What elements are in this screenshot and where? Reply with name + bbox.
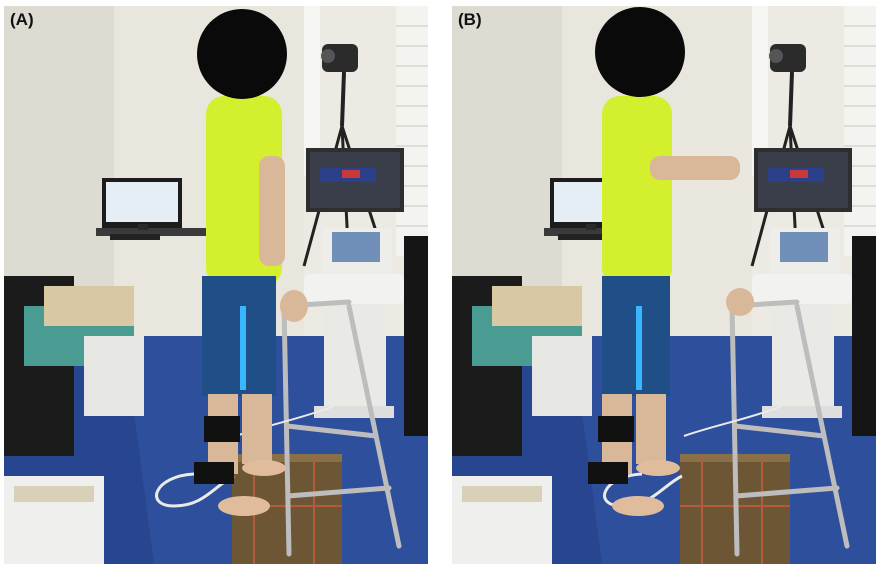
panel-a: (A) bbox=[4, 6, 428, 564]
panel-label-a: (A) bbox=[10, 10, 34, 29]
scene-b bbox=[452, 6, 876, 564]
face-mask-a bbox=[197, 9, 287, 99]
scene-a bbox=[4, 6, 428, 564]
panel-b: (B) bbox=[452, 6, 876, 564]
face-mask-b bbox=[595, 7, 685, 97]
person-b bbox=[588, 96, 754, 516]
person-a bbox=[194, 96, 308, 516]
panel-label-b: (B) bbox=[458, 10, 482, 29]
